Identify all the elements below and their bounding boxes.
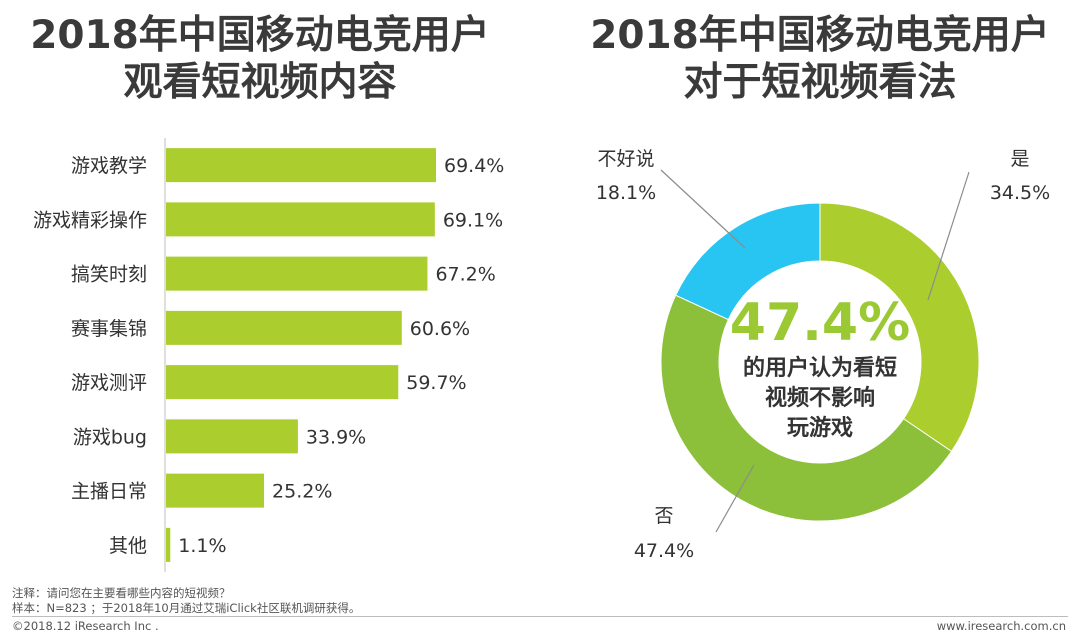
bar-6 [166, 473, 265, 508]
bar-category-label-5: 游戏bug [73, 426, 147, 448]
donut-slice-2 [675, 202, 821, 321]
bar-category-label-3: 赛事集锦 [71, 318, 147, 340]
bar-value-label-5: 33.9% [306, 426, 366, 448]
bar-7 [166, 527, 171, 562]
donut-slice-value-2: 18.1% [596, 182, 656, 204]
bar-category-label-1: 游戏精彩操作 [33, 209, 147, 231]
donut-center-line-1: 视频不影响 [765, 385, 875, 411]
bar-value-label-0: 69.4% [444, 155, 504, 177]
bar-category-label-0: 游戏教学 [71, 155, 147, 177]
donut-center-line-0: 的用户认为看短 [743, 355, 897, 381]
bar-1 [166, 202, 435, 237]
donut-slice-1 [660, 294, 953, 522]
footer-divider [12, 616, 1068, 617]
bar-category-label-6: 主播日常 [71, 481, 147, 503]
donut-slice-label-0: 是 [1010, 148, 1029, 170]
bar-3 [166, 310, 402, 345]
sample-note: 样本：N=823 ；于2018年10月通过艾瑞iClick社区联机调研获得。 [12, 601, 361, 615]
footnote: 注释：请问您在主要看哪些内容的短视频？ [12, 586, 231, 600]
copyright: ©2018.12 iResearch Inc . [12, 619, 159, 633]
donut-leader-line-2 [660, 169, 746, 249]
bar-category-label-7: 其他 [109, 535, 147, 557]
bar-chart: 游戏教学 69.4% 游戏精彩操作 69.1% 搞笑时刻 67.2% 赛事集锦 60.6% 游戏… [33, 138, 504, 572]
right-title-line-2: 对于短视频看法 [683, 60, 957, 105]
bar-4 [166, 365, 399, 400]
donut-leader-line-1 [715, 464, 755, 533]
donut-leader-line-0 [927, 171, 970, 301]
donut-slice-value-0: 34.5% [990, 182, 1050, 204]
left-title-line-1: 2018年中国移动电竞用户 [30, 13, 490, 58]
left-title-line-2: 观看短视频内容 [123, 60, 397, 105]
left-chart-title: 2018年中国移动电竞用户 观看短视频内容 [0, 12, 520, 106]
bar-0 [166, 148, 436, 183]
bar-value-label-7: 1.1% [178, 535, 226, 557]
bar-value-label-2: 67.2% [435, 264, 495, 286]
donut-slice-label-1: 否 [654, 505, 673, 527]
donut-center-line-2: 玩游戏 [787, 415, 853, 441]
bar-value-label-1: 69.1% [443, 209, 503, 231]
donut-slice-value-1: 47.4% [634, 540, 694, 562]
donut-slice-label-2: 不好说 [597, 148, 654, 170]
bar-2 [166, 256, 428, 291]
bar-5 [166, 419, 298, 454]
bar-value-label-3: 60.6% [410, 318, 470, 340]
right-title-line-1: 2018年中国移动电竞用户 [590, 13, 1050, 58]
bar-category-label-2: 搞笑时刻 [71, 264, 147, 286]
donut-center-value: 47.4% [730, 293, 910, 353]
bar-category-label-4: 游戏测评 [71, 372, 147, 394]
bar-value-label-4: 59.7% [406, 372, 466, 394]
website: www.iresearch.com.cn [936, 619, 1066, 633]
bar-value-label-6: 25.2% [272, 481, 332, 503]
right-chart-title: 2018年中国移动电竞用户 对于短视频看法 [560, 12, 1080, 106]
